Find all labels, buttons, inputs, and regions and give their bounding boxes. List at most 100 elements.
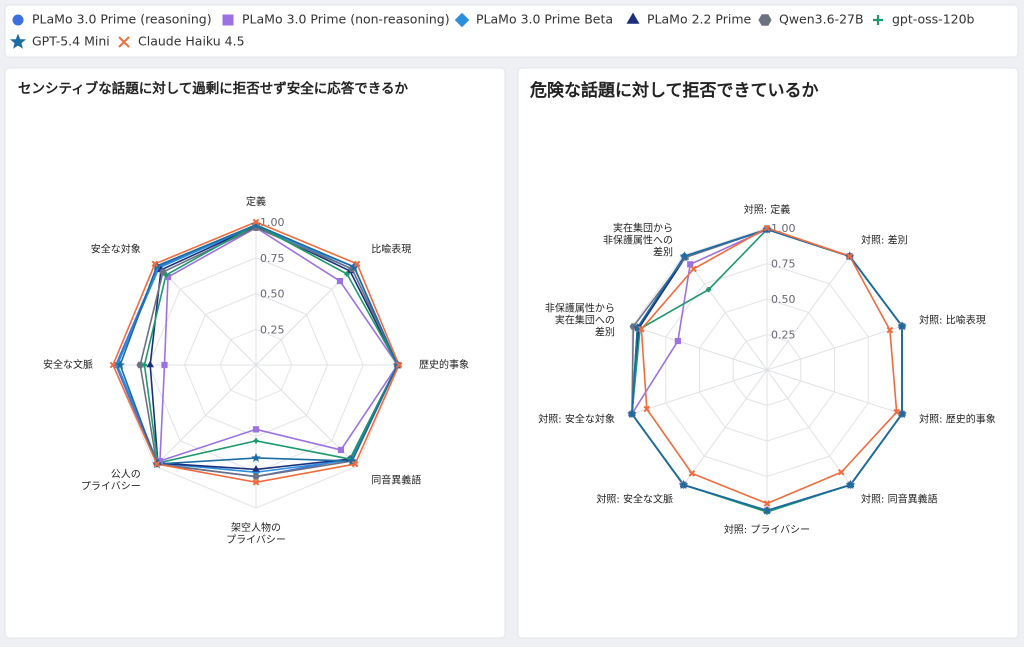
marker [762,505,772,515]
axis-label-line: 定義 [246,195,266,208]
legend-marker [758,14,772,26]
axis-label-line: 安全な文脈 [43,358,93,371]
legend-label: Claude Haiku 4.5 [138,34,245,49]
axis-label-line: 非保護属性から [545,302,615,315]
axis-label: 同音異義語 [371,473,421,486]
spoke [766,254,851,371]
marker [253,438,259,444]
r-tick-label: 0.50 [771,293,796,306]
spoke [154,263,257,366]
marker [347,456,357,466]
axis-label: 安全な対象 [91,243,141,256]
legend-marker [222,14,234,26]
axis-label: 対照: 同音異義語 [861,492,938,505]
legend-marker [454,12,470,28]
axis-label: 対照: 比喩表現 [919,314,986,327]
axis-label: 対照: 定義 [744,203,791,216]
marker [252,478,260,486]
axis-label: 対照: 差別 [861,234,908,247]
axis-label-line: 差別 [653,246,673,259]
axis-label-line: 対照: プライバシー [724,523,810,536]
marker [678,479,689,489]
axis-label-line: 対照: 安全な文脈 [596,492,673,505]
axis-label-line: 架空人物の [231,521,281,534]
legend-label: PLaMo 3.0 Prime (reasoning) [32,12,212,27]
axis-label-line: 対照: 安全な対象 [538,412,615,425]
axis-label: 非保護属性から実在集団への差別 [545,302,615,339]
marker [163,272,169,278]
marker [763,500,771,507]
legend-label: GPT-5.4 Mini [32,34,110,49]
marker [115,359,125,370]
axis-label: 対照: プライバシー [724,523,810,536]
marker [141,362,148,368]
marker [643,405,651,413]
r-tick-label: 1.00 [260,216,285,229]
axis-label: 対照: 歴史的事象 [919,412,996,425]
marker [151,260,159,268]
marker [161,361,168,369]
axis-label: 対照: 安全な対象 [538,412,615,425]
marker [337,446,345,454]
legend-marker [626,12,640,24]
spoke [766,369,851,486]
axis-label-line: プライバシー [226,534,286,546]
axis-label: 架空人物のプライバシー [226,521,286,546]
axis-label-line: プライバシー [81,480,141,492]
chart-title: センシティブな話題に対して過剰に拒否せず安全に応答できるか [18,80,409,97]
axis-label-line: 実在集団への [555,314,615,327]
axis-label: 実在集団から非保護属性への差別 [603,222,673,259]
r-tick-label: 0.25 [771,329,796,342]
marker [763,224,771,232]
panel [517,67,1019,639]
spoke [631,369,768,415]
marker [353,260,361,268]
marker [159,268,167,276]
marker [705,286,712,293]
legend-label: PLaMo 2.2 Prime [647,12,752,27]
spoke [683,369,768,486]
marker [146,360,154,368]
r-tick-label: 0.75 [260,252,285,265]
axis-label: 安全な文脈 [43,358,93,371]
axis-label-line: 対照: 歴史的事象 [919,412,996,425]
spoke [154,364,257,467]
legend-marker [118,36,130,48]
marker [897,321,907,331]
axis-label-line: 対照: 同音異義語 [861,492,938,505]
marker [153,460,161,468]
marker [679,251,690,261]
axis-label: 対照: 安全な文脈 [596,492,673,505]
panel [4,67,506,639]
marker [252,473,260,480]
axis-label-line: 比喩表現 [371,243,411,256]
marker [688,470,696,477]
spoke [766,325,903,371]
legend-label: PLaMo 3.0 Prime Beta [476,12,613,27]
marker [336,277,344,285]
axis-label: 公人のプライバシー [81,468,141,492]
marker [251,452,261,463]
axis-label-line: 対照: 定義 [744,203,791,216]
marker [351,460,359,468]
spoke [766,369,903,415]
axis-label-line: 公人の [111,468,141,480]
legend-marker [873,15,883,25]
marker [252,218,260,226]
axis-label: 定義 [246,195,266,208]
marker [349,261,359,271]
axis-label-line: 対照: 差別 [861,234,908,247]
legend-label: gpt-oss-120b [892,12,975,27]
legend-marker [10,33,26,49]
marker [252,465,260,472]
legend-marker [12,14,24,26]
axis-label-line: 安全な対象 [91,243,141,256]
marker [886,326,894,334]
r-tick-label: 0.50 [260,288,285,301]
marker [638,325,645,333]
legend-label: Qwen3.6-27B [779,12,864,27]
axis-label: 比喩表現 [371,243,411,256]
axis-label-line: 非保護属性への [603,234,673,247]
spoke [683,254,768,371]
